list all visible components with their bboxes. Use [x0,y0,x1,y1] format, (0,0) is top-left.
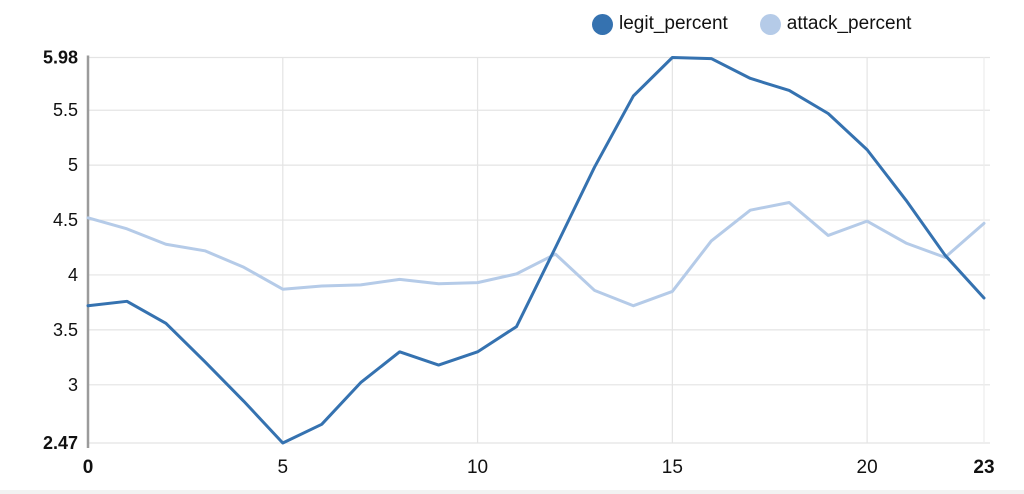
x-tick-label: 20 [857,457,878,478]
x-tick-label: 23 [973,457,994,478]
y-tick-label: 4.5 [53,210,78,230]
x-tick-label: 5 [277,457,288,478]
attack-percent-line [86,200,986,308]
legit-percent-legend-dot-icon [592,13,613,35]
x-tick-label: 0 [83,457,94,478]
legit-percent-line [86,56,986,445]
y-tick-label: 3 [68,375,78,395]
legend-item-attack-percent[interactable]: attack_percent [759,13,912,35]
legend-item-legit-percent[interactable]: legit_percent [592,13,728,35]
attack-percent-legend-dot-icon [759,13,781,35]
legend-label: legit_percent [619,13,728,34]
y-tick-label: 4 [68,265,78,285]
screenshot-bottom-edge [0,490,1024,494]
tick-labels: 2.47 3 3.5 4 4.5 5 5.5 5.98 0 5 10 15 20 23 [43,48,995,479]
x-tick-label: 15 [662,457,683,478]
y-tick-label: 2.47 [43,433,78,453]
y-tick-label: 5.5 [53,100,78,120]
gridlines [88,56,990,444]
y-tick-label: 5 [68,155,78,175]
y-tick-label: 5.98 [43,48,78,68]
y-tick-label: 3.5 [53,320,78,340]
chart-legend: legit_percent attack_percent [592,13,911,35]
data-series [86,56,986,445]
legend-label: attack_percent [786,13,912,34]
x-tick-label: 10 [467,457,488,478]
